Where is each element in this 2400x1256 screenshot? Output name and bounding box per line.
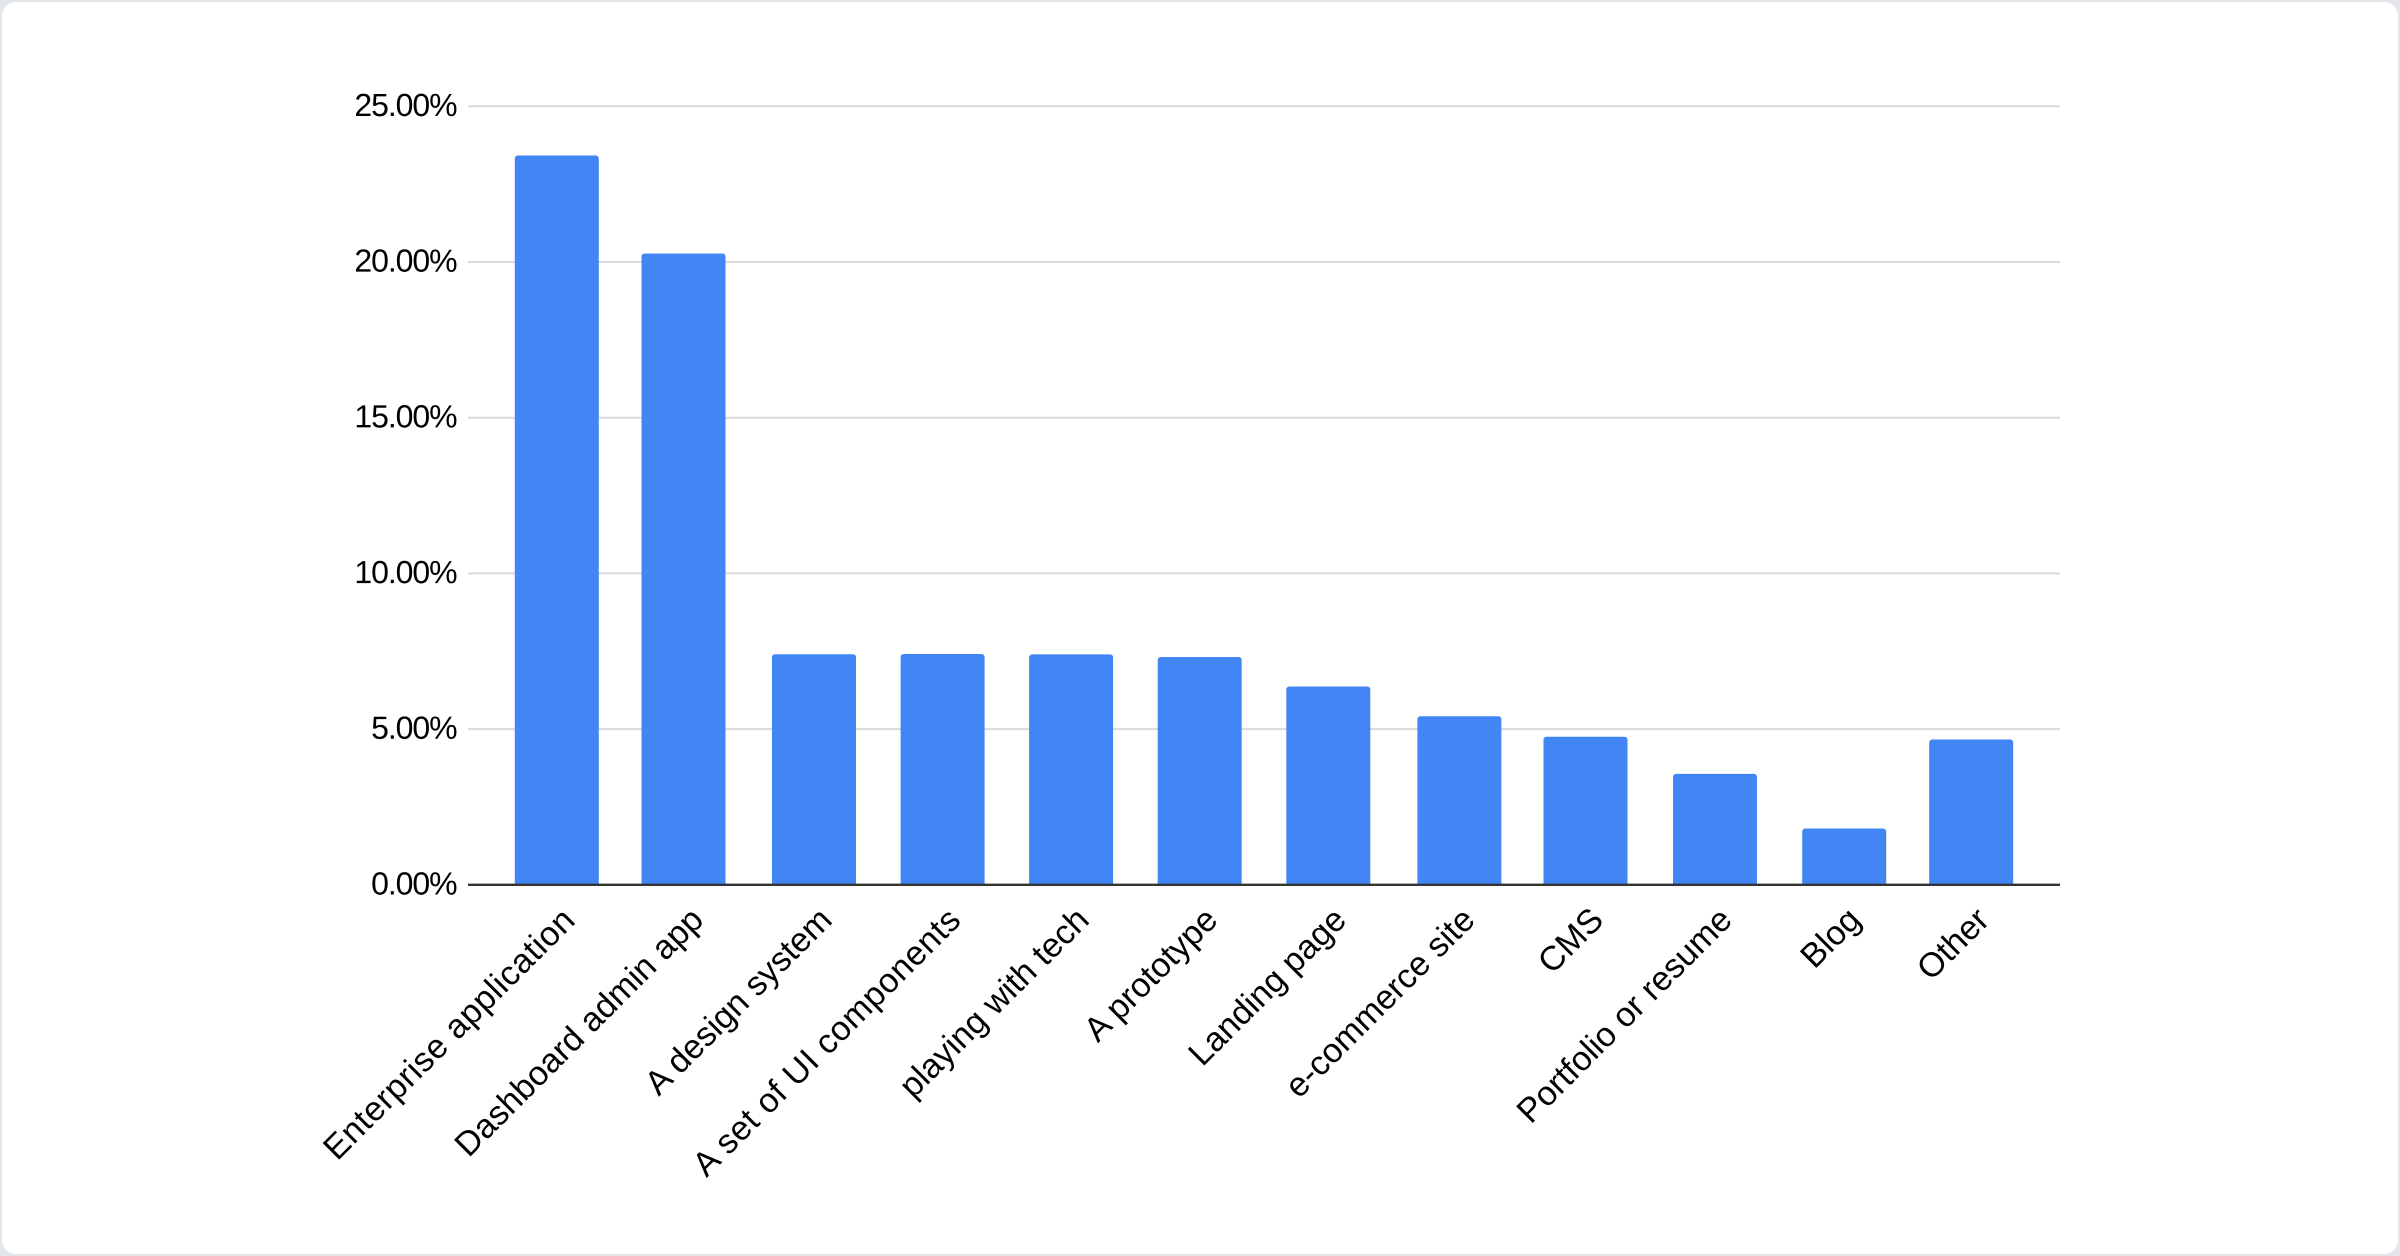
svg-text:15.00%: 15.00% — [354, 398, 457, 434]
svg-text:Blog: Blog — [1793, 901, 1868, 976]
svg-text:Enterprise application: Enterprise application — [316, 901, 583, 1168]
svg-text:25.00%: 25.00% — [354, 87, 457, 123]
svg-text:5.00%: 5.00% — [371, 710, 457, 746]
svg-text:CMS: CMS — [1531, 901, 1611, 981]
svg-text:10.00%: 10.00% — [354, 554, 457, 590]
svg-text:0.00%: 0.00% — [371, 865, 457, 901]
svg-text:Portfolio or resume: Portfolio or resume — [1510, 901, 1740, 1131]
svg-text:A set of UI components: A set of UI components — [685, 901, 968, 1184]
svg-text:Other: Other — [1910, 901, 1997, 988]
svg-text:Dashboard admin app: Dashboard admin app — [447, 901, 710, 1164]
svg-text:20.00%: 20.00% — [354, 243, 457, 279]
